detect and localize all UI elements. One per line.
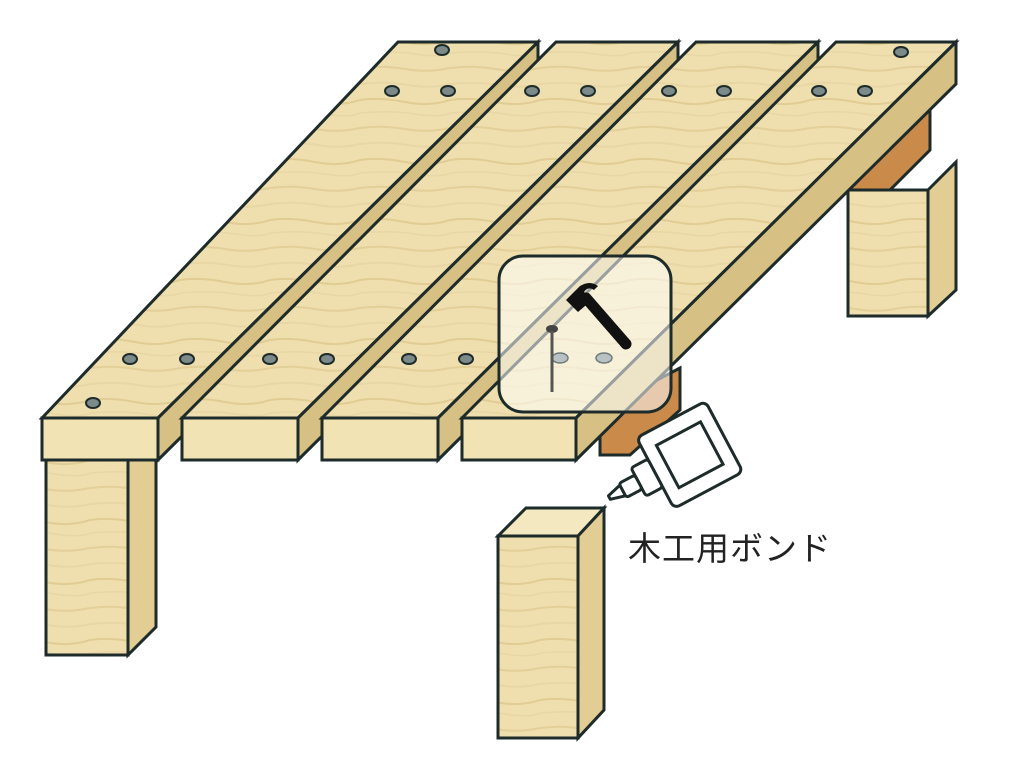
hammer-and-nail-callout xyxy=(497,254,673,414)
screw-hole xyxy=(85,397,101,409)
nail-icon xyxy=(546,325,558,392)
screw-hole xyxy=(580,85,596,97)
screw-hole xyxy=(401,353,417,365)
screw-hole xyxy=(179,353,195,365)
hammer-icon xyxy=(566,283,632,350)
screw-hole xyxy=(319,353,335,365)
leg-back-right xyxy=(846,158,958,320)
screw-hole xyxy=(384,85,400,97)
screw-hole xyxy=(661,85,677,97)
leg-detached xyxy=(494,504,608,742)
screw-hole xyxy=(524,85,540,97)
screw-hole xyxy=(262,353,278,365)
screw-hole xyxy=(551,352,569,364)
screw-hole xyxy=(893,46,909,58)
screw-hole xyxy=(434,44,450,56)
screw-holes xyxy=(85,44,909,409)
glue-bottle-icon xyxy=(606,401,743,508)
screw-hole xyxy=(595,352,613,364)
glue-label: 木工用ボンド xyxy=(628,529,832,568)
screw-hole xyxy=(122,353,138,365)
screw-hole xyxy=(458,353,474,365)
screw-hole xyxy=(857,85,873,97)
screw-hole xyxy=(811,85,827,97)
screw-hole xyxy=(440,85,456,97)
leg-front-left xyxy=(44,458,158,659)
screw-hole xyxy=(716,85,732,97)
